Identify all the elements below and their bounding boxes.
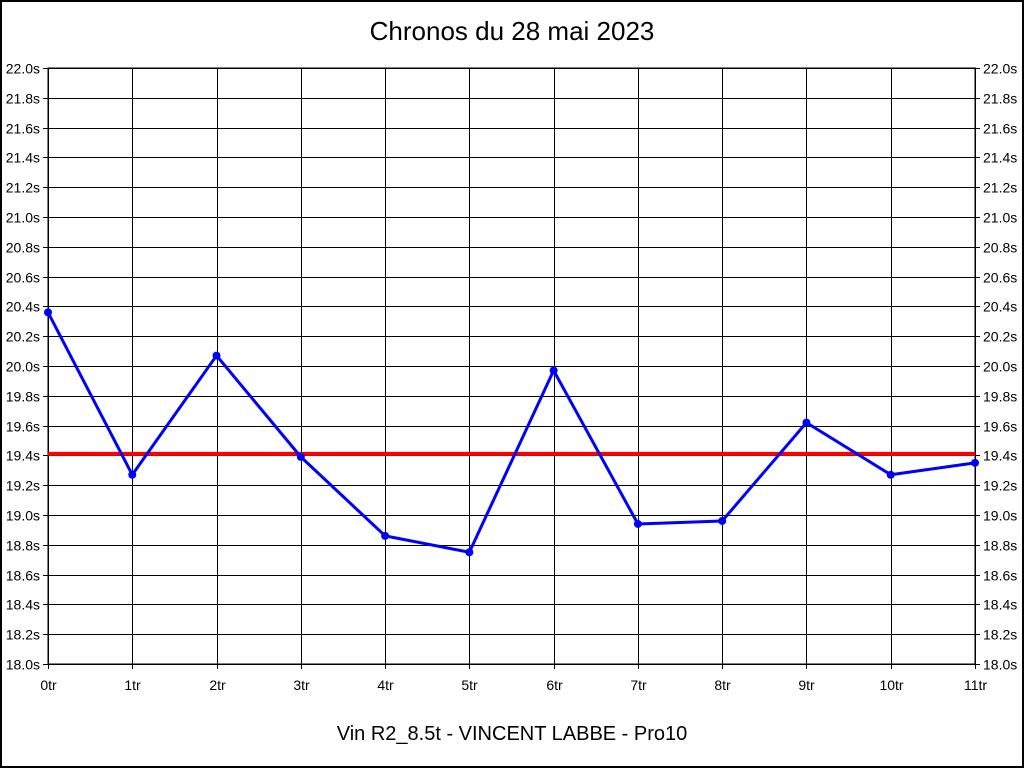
- y-axis-label-left: 21.2s: [6, 179, 40, 195]
- y-axis-label-right: 21.4s: [983, 149, 1017, 165]
- x-axis-label: 5tr: [461, 677, 478, 693]
- x-axis-label: 1tr: [124, 677, 141, 693]
- y-axis-label-right: 19.2s: [983, 477, 1017, 493]
- x-axis-label: 2tr: [209, 677, 226, 693]
- y-axis-label-right: 18.8s: [983, 537, 1017, 553]
- y-axis-label-right: 18.6s: [983, 567, 1017, 583]
- y-axis-label-right: 21.0s: [983, 209, 1017, 225]
- x-axis-label: 4tr: [377, 677, 394, 693]
- y-axis-label-right: 20.2s: [983, 328, 1017, 344]
- x-axis-label: 10tr: [879, 677, 903, 693]
- y-axis-label-left: 19.0s: [6, 507, 40, 523]
- y-axis-label-right: 21.2s: [983, 179, 1017, 195]
- data-point-marker: [381, 531, 390, 540]
- y-axis-label-right: 20.4s: [983, 298, 1017, 314]
- data-point-marker: [465, 548, 474, 557]
- data-point-marker: [886, 470, 895, 479]
- y-axis-label-right: 21.6s: [983, 120, 1017, 136]
- data-point-marker: [802, 418, 811, 427]
- y-axis-label-left: 21.4s: [6, 149, 40, 165]
- y-axis-label-left: 21.8s: [6, 90, 40, 106]
- y-axis-label-right: 18.4s: [983, 596, 1017, 612]
- y-axis-label-left: 20.4s: [6, 298, 40, 314]
- x-axis-label: 0tr: [40, 677, 57, 693]
- y-axis-label-left: 19.8s: [6, 388, 40, 404]
- x-axis-label: 6tr: [546, 677, 563, 693]
- y-axis-label-right: 19.4s: [983, 447, 1017, 463]
- y-axis-label-left: 21.6s: [6, 120, 40, 136]
- data-point-marker: [971, 458, 979, 467]
- y-axis-label-left: 18.2s: [6, 626, 40, 642]
- chart-title: Chronos du 28 mai 2023: [369, 16, 655, 46]
- y-axis-label-left: 20.2s: [6, 328, 40, 344]
- y-axis-label-left: 21.0s: [6, 209, 40, 225]
- chart-caption: Vin R2_8.5t - VINCENT LABBE - Pro10: [336, 723, 688, 745]
- y-axis-label-left: 20.0s: [6, 358, 40, 374]
- y-axis-label-right: 18.0s: [983, 656, 1017, 672]
- y-axis-label-left: 18.0s: [6, 656, 40, 672]
- y-axis-label-left: 18.6s: [6, 567, 40, 583]
- y-axis-label-right: 20.0s: [983, 358, 1017, 374]
- y-axis-label-right: 22.0s: [983, 60, 1017, 76]
- y-axis-label-left: 19.2s: [6, 477, 40, 493]
- data-point-marker: [44, 308, 52, 317]
- x-axis-label: 11tr: [964, 677, 987, 693]
- x-axis-label: 8tr: [714, 677, 731, 693]
- y-axis-label-right: 20.8s: [983, 239, 1017, 255]
- data-point-marker: [549, 366, 558, 375]
- y-axis-label-left: 19.6s: [6, 418, 40, 434]
- series-line: [46, 310, 977, 554]
- y-axis-label-left: 22.0s: [6, 60, 40, 76]
- y-axis-label-right: 21.8s: [983, 90, 1017, 106]
- plot-border: [47, 67, 976, 665]
- x-axis-label: 7tr: [630, 677, 647, 693]
- y-axis-label-left: 20.6s: [6, 269, 40, 285]
- y-axis-label-left: 18.4s: [6, 596, 40, 612]
- x-axis-label: 9tr: [798, 677, 815, 693]
- y-axis-label-left: 20.8s: [6, 239, 40, 255]
- data-point-marker: [633, 519, 642, 528]
- y-axis-label-right: 19.0s: [983, 507, 1017, 523]
- data-point-marker: [128, 470, 137, 479]
- y-axis-label-left: 19.4s: [6, 447, 40, 463]
- y-axis-label-right: 19.6s: [983, 418, 1017, 434]
- data-point-marker: [296, 452, 305, 461]
- x-axis-label: 3tr: [293, 677, 310, 693]
- y-axis-label-right: 19.8s: [983, 388, 1017, 404]
- y-axis-label-right: 18.2s: [983, 626, 1017, 642]
- data-point-marker: [212, 351, 221, 360]
- data-point-marker: [718, 516, 727, 525]
- y-axis-label-right: 20.6s: [983, 269, 1017, 285]
- y-axis-label-left: 18.8s: [6, 537, 40, 553]
